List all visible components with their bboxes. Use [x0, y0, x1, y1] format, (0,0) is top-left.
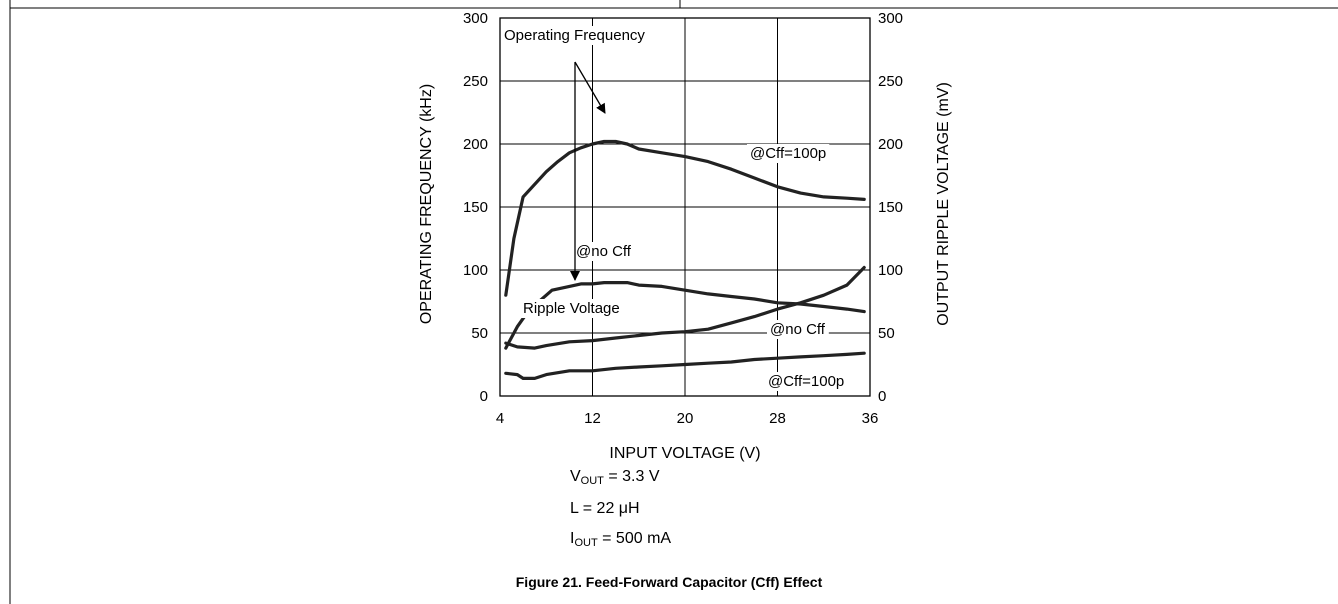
series-line — [504, 281, 866, 350]
iout-symbol: I — [570, 530, 575, 547]
series-line — [504, 351, 866, 380]
y-tick-left: 0 — [480, 388, 488, 405]
iout-value: = 500 mA — [597, 530, 672, 547]
vout-value: = 3.3 V — [603, 468, 660, 485]
arrow-frequency — [574, 61, 606, 114]
tick-labels: 0 0 50 50 100 100 150 150 200 200 250 250 300 300 4 12 2… — [463, 10, 903, 427]
y-axis-label-right: OUTPUT RIPPLE VOLTAGE (mV) — [935, 82, 952, 326]
data-curves — [504, 139, 866, 380]
x-tick: 36 — [862, 410, 879, 427]
y-tick-right: 100 — [878, 262, 903, 279]
series-line — [504, 139, 866, 297]
figure-caption: Figure 21. Feed-Forward Capacitor (Cff) … — [515, 574, 823, 590]
x-tick: 20 — [677, 410, 694, 427]
y-tick-right: 150 — [878, 199, 903, 216]
y-tick-right: 300 — [878, 10, 903, 27]
series-line — [504, 265, 866, 350]
y-tick-left: 150 — [463, 199, 488, 216]
label-ripple-cff100p: @Cff=100p — [768, 373, 844, 390]
x-axis-label: INPUT VOLTAGE (V) — [609, 445, 760, 462]
y-tick-right: 200 — [878, 136, 903, 153]
grid-lines — [499, 17, 871, 397]
y-tick-left: 250 — [463, 73, 488, 90]
label-ripple-nocff: @no Cff — [770, 321, 826, 338]
condition-vout: VOUT = 3.3 V — [570, 468, 660, 487]
y-tick-left: 50 — [471, 325, 488, 342]
label-freq-nocff: @no Cff — [576, 243, 632, 260]
y-tick-left: 200 — [463, 136, 488, 153]
y-tick-right: 0 — [878, 388, 886, 405]
annotation-operating-frequency: Operating Frequency — [504, 27, 645, 44]
vout-subscript: OUT — [580, 475, 604, 487]
condition-iout: IOUT = 500 mA — [570, 530, 671, 549]
x-tick: 4 — [496, 410, 504, 427]
curve-labels: @Cff=100p @no Cff @no Cff @Cff=100p Operatin… — [501, 26, 848, 391]
y-tick-right: 50 — [878, 325, 895, 342]
iout-subscript: OUT — [574, 537, 598, 549]
y-tick-left: 300 — [463, 10, 488, 27]
y-tick-left: 100 — [463, 262, 488, 279]
vout-symbol: V — [570, 468, 581, 485]
label-freq-cff100p: @Cff=100p — [750, 145, 826, 162]
x-tick: 28 — [769, 410, 786, 427]
annotation-ripple-voltage: Ripple Voltage — [523, 300, 620, 317]
x-tick: 12 — [584, 410, 601, 427]
y-axis-label-left: OPERATING FREQUENCY (kHz) — [418, 84, 435, 324]
y-tick-right: 250 — [878, 73, 903, 90]
condition-inductance: L = 22 μH — [570, 500, 640, 517]
